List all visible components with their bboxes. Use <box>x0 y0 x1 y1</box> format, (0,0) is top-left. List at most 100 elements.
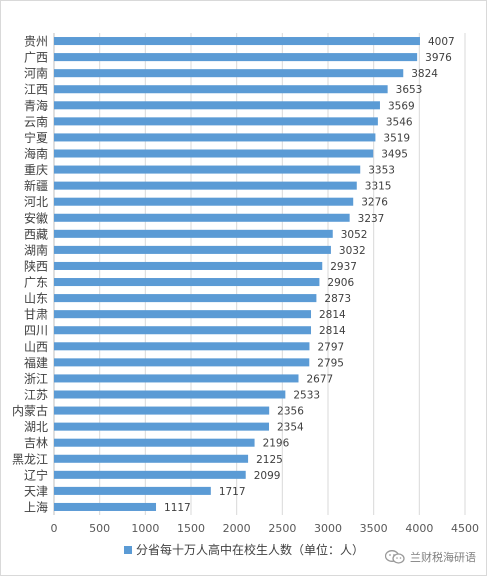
data-label: 3569 <box>388 100 415 112</box>
x-tick-label: 4500 <box>451 522 479 535</box>
data-label: 3976 <box>425 52 452 64</box>
category-label: 河南 <box>24 66 48 81</box>
wechat-icon <box>384 550 405 564</box>
bar <box>54 502 157 511</box>
category-label: 山西 <box>24 340 48 354</box>
bar <box>54 486 211 495</box>
bar <box>54 133 376 142</box>
category-label: 吉林 <box>24 436 48 450</box>
data-label: 3519 <box>383 132 410 144</box>
bar <box>54 261 323 270</box>
category-label: 新疆 <box>24 178 48 193</box>
legend-label: 分省每十万人高中在校生人数（单位：人） <box>136 542 364 557</box>
data-label: 2797 <box>317 341 344 353</box>
bar <box>54 326 312 335</box>
data-label: 3495 <box>381 149 408 161</box>
category-label: 安徽 <box>24 210 48 225</box>
category-label: 内蒙古 <box>12 403 48 418</box>
category-label: 山东 <box>24 292 48 306</box>
bar <box>54 37 420 46</box>
data-label: 2125 <box>256 454 283 466</box>
category-label: 海南 <box>24 146 48 161</box>
x-tick-label: 3000 <box>314 522 342 535</box>
bar <box>54 213 350 222</box>
x-tick-label: 2000 <box>223 522 251 535</box>
category-label: 上海 <box>24 499 48 514</box>
data-label: 2356 <box>277 406 304 418</box>
x-tick-label: 1000 <box>131 522 159 535</box>
bar <box>54 406 270 415</box>
bar <box>54 278 320 287</box>
data-label: 3052 <box>341 229 368 241</box>
category-label: 福建 <box>24 355 48 370</box>
bar <box>54 374 299 383</box>
bar <box>54 310 312 319</box>
data-label: 1117 <box>164 502 191 514</box>
bar <box>54 438 255 447</box>
category-label: 甘肃 <box>24 308 48 322</box>
data-label: 2795 <box>317 357 344 369</box>
category-label: 湖北 <box>24 419 48 434</box>
bar <box>54 358 310 367</box>
data-label: 2677 <box>306 373 333 385</box>
x-tick-label: 1500 <box>177 522 205 535</box>
category-label: 贵州 <box>24 35 48 49</box>
category-label: 云南 <box>24 114 48 129</box>
data-label: 4007 <box>428 36 455 48</box>
watermark-text: 兰财税海研语 <box>410 551 476 564</box>
data-label: 2906 <box>327 277 354 289</box>
bar <box>54 294 317 303</box>
bar <box>54 342 310 351</box>
category-label: 青海 <box>24 98 48 113</box>
bar <box>54 454 249 463</box>
data-label: 2873 <box>324 293 351 305</box>
data-label: 2533 <box>293 390 320 402</box>
category-label: 陕西 <box>24 258 48 273</box>
data-label: 3276 <box>361 197 388 209</box>
bar <box>54 69 404 78</box>
category-label: 黑龙江 <box>12 452 48 466</box>
data-label: 2814 <box>319 309 346 321</box>
data-label: 2354 <box>277 422 304 434</box>
category-label: 浙江 <box>24 372 48 386</box>
category-label: 广东 <box>24 276 48 290</box>
x-tick-label: 0 <box>51 522 58 535</box>
category-label: 湖南 <box>24 242 48 257</box>
category-label: 江苏 <box>24 388 48 402</box>
category-label: 广西 <box>24 51 48 65</box>
watermark: 兰财税海研语 <box>384 549 476 565</box>
bar <box>54 101 380 110</box>
data-label: 3237 <box>358 213 385 225</box>
legend-swatch <box>124 546 132 554</box>
category-label: 宁夏 <box>24 130 48 145</box>
bar <box>54 53 418 62</box>
x-tick-label: 2500 <box>268 522 296 535</box>
bar <box>54 422 269 431</box>
x-tick-label: 3500 <box>360 522 388 535</box>
bar <box>54 85 388 94</box>
category-label: 天津 <box>24 484 48 498</box>
bar <box>54 245 331 254</box>
category-label: 江西 <box>24 83 48 97</box>
data-label: 2937 <box>330 261 357 273</box>
bar <box>54 149 374 158</box>
bar <box>54 229 333 238</box>
category-label: 重庆 <box>24 163 48 177</box>
bar <box>54 117 378 126</box>
data-label: 3315 <box>365 181 392 193</box>
category-label: 四川 <box>24 324 48 338</box>
data-label: 2814 <box>319 325 346 337</box>
data-label: 3653 <box>396 84 423 96</box>
bar <box>54 390 286 399</box>
bar <box>54 165 361 174</box>
category-label: 西藏 <box>24 227 48 241</box>
bar <box>54 181 357 190</box>
data-label: 3824 <box>411 68 438 80</box>
x-tick-label: 500 <box>89 522 110 535</box>
data-label: 2196 <box>263 438 290 450</box>
category-label: 辽宁 <box>24 467 48 482</box>
category-label: 河北 <box>24 195 48 209</box>
data-label: 3032 <box>339 245 366 257</box>
bar <box>54 197 354 206</box>
